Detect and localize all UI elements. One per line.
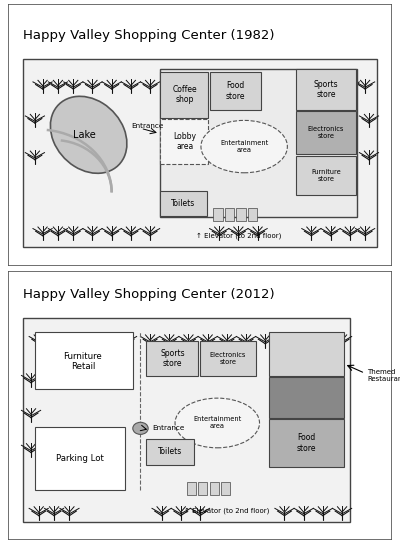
Text: Toilets: Toilets <box>171 199 196 208</box>
Bar <box>35 332 133 390</box>
Bar <box>198 482 207 495</box>
Text: ↑ Elevator (to 2nd floor): ↑ Elevator (to 2nd floor) <box>184 507 270 513</box>
Text: Furniture
Retail: Furniture Retail <box>64 352 102 372</box>
Ellipse shape <box>133 423 148 435</box>
Bar <box>296 156 356 195</box>
Ellipse shape <box>201 121 287 173</box>
Text: Electronics
store: Electronics store <box>210 352 246 365</box>
Bar <box>269 378 344 418</box>
Bar <box>160 72 208 118</box>
Ellipse shape <box>175 398 260 448</box>
Text: Food
store: Food store <box>226 81 246 100</box>
Text: Happy Valley Shopping Center (1982): Happy Valley Shopping Center (1982) <box>23 28 275 42</box>
Text: Electronics
store: Electronics store <box>308 126 344 139</box>
Bar <box>248 208 257 221</box>
Text: Sports
store: Sports store <box>160 349 185 368</box>
Text: Entrance: Entrance <box>131 123 163 129</box>
Text: Entrance: Entrance <box>152 425 184 431</box>
Bar <box>221 482 230 495</box>
Text: Themed
Restaurants: Themed Restaurants <box>367 369 400 383</box>
Bar <box>210 482 219 495</box>
Text: Toilets: Toilets <box>158 447 182 456</box>
Text: Coffee
shop: Coffee shop <box>172 85 197 105</box>
Text: Food
store: Food store <box>297 433 316 453</box>
Text: Entertainment
area: Entertainment area <box>220 140 268 153</box>
Ellipse shape <box>50 96 127 173</box>
Text: Parking Lot: Parking Lot <box>56 454 104 463</box>
Text: Furniture
store: Furniture store <box>311 169 341 182</box>
Bar <box>225 208 234 221</box>
Bar <box>23 59 377 248</box>
Text: ↑ Elevator (to 2nd floor): ↑ Elevator (to 2nd floor) <box>196 232 281 239</box>
Text: Entertainment
area: Entertainment area <box>193 416 242 430</box>
Bar <box>296 111 356 155</box>
Bar <box>210 72 262 110</box>
Bar <box>160 119 208 164</box>
Text: Sports
store: Sports store <box>314 80 338 99</box>
Text: Happy Valley Shopping Center (2012): Happy Valley Shopping Center (2012) <box>23 288 275 301</box>
Bar <box>200 341 256 376</box>
Bar <box>269 332 344 376</box>
Bar <box>23 318 350 522</box>
Bar <box>236 208 246 221</box>
Bar <box>160 191 206 216</box>
Bar <box>146 439 194 465</box>
Bar <box>214 208 223 221</box>
Bar <box>146 341 198 376</box>
Bar <box>160 70 358 218</box>
Text: Lobby
area: Lobby area <box>173 132 196 151</box>
Bar <box>269 419 344 467</box>
Bar <box>296 70 356 110</box>
Text: Lake: Lake <box>74 130 96 140</box>
Bar <box>186 482 196 495</box>
Bar <box>35 427 125 490</box>
